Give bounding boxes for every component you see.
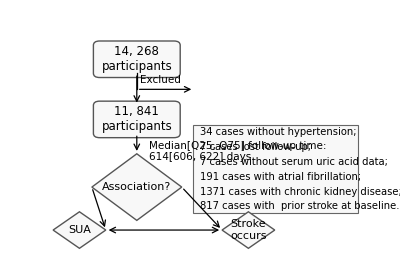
Polygon shape — [222, 212, 275, 248]
Polygon shape — [53, 212, 106, 248]
FancyBboxPatch shape — [94, 41, 180, 78]
Text: 817 cases with  prior stroke at baseline.: 817 cases with prior stroke at baseline. — [200, 201, 399, 211]
FancyBboxPatch shape — [94, 101, 180, 138]
Text: Median[Q25, Q75] follow-up time:
614[606, 622] days: Median[Q25, Q75] follow-up time: 614[606… — [149, 141, 327, 162]
Text: 1371 cases with chronic kidney disease;: 1371 cases with chronic kidney disease; — [200, 187, 400, 197]
Text: 11, 841
participants: 11, 841 participants — [102, 105, 172, 133]
Text: 7 cases without serum uric acid data;: 7 cases without serum uric acid data; — [200, 157, 388, 167]
Text: 34 cases without hypertension;: 34 cases without hypertension; — [200, 127, 356, 137]
Text: Exclued: Exclued — [140, 75, 181, 85]
Text: 7 cases lost follow-up;: 7 cases lost follow-up; — [200, 142, 311, 152]
Text: SUA: SUA — [68, 225, 91, 235]
Text: 14, 268
participants: 14, 268 participants — [102, 45, 172, 73]
Text: Stroke
occurs: Stroke occurs — [230, 219, 267, 241]
Text: 191 cases with atrial fibrillation;: 191 cases with atrial fibrillation; — [200, 172, 361, 182]
Text: Association?: Association? — [102, 182, 172, 192]
Polygon shape — [92, 154, 182, 220]
FancyBboxPatch shape — [193, 125, 358, 213]
